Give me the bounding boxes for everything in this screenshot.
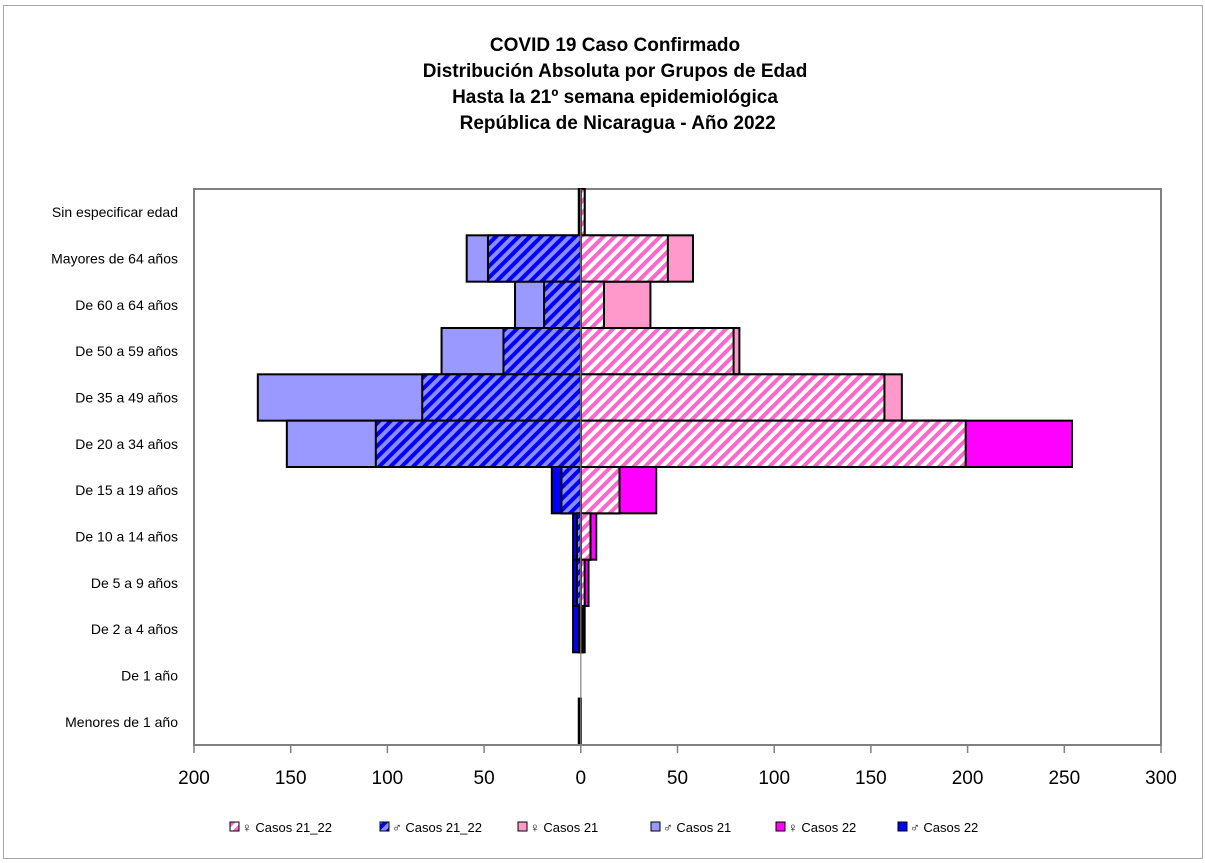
chart-title-line-1: COVID 19 Caso Confirmado [489,35,741,56]
legend-label: ♀ Casos 21 [530,820,598,835]
legend-swatch [775,821,786,832]
bar-f2122-3 [579,327,735,376]
x-tick-label: 100 [758,768,790,789]
category-label: De 10 a 14 años [75,529,178,545]
x-tick-label: 200 [178,768,210,789]
chart-title-line-2: Distribución Absoluta por Grupos de Edad [422,61,808,82]
legend-label: ♀ Casos 21_22 [242,820,332,835]
legend-label: ♂ Casos 21_22 [392,820,482,835]
category-label: De 20 a 34 años [75,436,178,452]
x-tick-label: 300 [1145,768,1177,789]
bar-f2122-6 [579,466,621,515]
bar-f2122-4 [579,373,886,422]
x-tick-label: 0 [576,768,587,789]
x-tick-label: 150 [275,768,307,789]
x-tick-label: 250 [1048,768,1080,789]
bar-f2122-2 [579,280,606,329]
category-label: De 35 a 49 años [75,390,178,406]
x-tick-label: 50 [667,768,688,789]
x-tick-label: 200 [952,768,984,789]
category-label: De 15 a 19 años [75,482,178,498]
category-label: De 5 a 9 años [91,575,178,591]
chart-title-line-3: Hasta la 21º semana epidemiológica [452,87,778,108]
bar-m2122-3 [502,327,582,376]
chart-title: COVID 19 Caso Confirmado Distribución Ab… [0,33,1205,137]
x-tick-label: 50 [474,768,495,789]
legend-swatch [517,821,528,832]
category-label: De 60 a 64 años [75,297,178,313]
bar-m2122-2 [543,280,582,329]
legend-label: ♂ Casos 22 [910,820,978,835]
legend-swatch [229,821,240,832]
bar-m2122-1 [486,234,582,283]
bar-m2122-4 [421,373,582,422]
category-label: Menores de 1 año [65,714,178,730]
category-label: De 1 año [121,668,178,684]
bar-f2122-7 [579,512,592,561]
bar-m2122-5 [374,419,582,468]
x-tick-label: 100 [372,768,404,789]
category-label: Sin especificar edad [52,204,178,220]
legend-swatch [650,821,661,832]
bar-f2122-1 [579,234,669,283]
x-tick-label: 150 [855,768,887,789]
legend-label: ♂ Casos 21 [663,820,731,835]
bar-f2122-5 [579,419,967,468]
bar-m2122-6 [560,466,582,515]
category-label: De 2 a 4 años [91,621,178,637]
category-label: Mayores de 64 años [51,251,178,267]
chart-title-line-4: República de Nicaragua - Año 2022 [454,113,776,134]
legend-swatch [897,821,908,832]
legend-swatch [379,821,390,832]
category-label: De 50 a 59 años [75,343,178,359]
legend-label: ♀ Casos 22 [788,820,856,835]
